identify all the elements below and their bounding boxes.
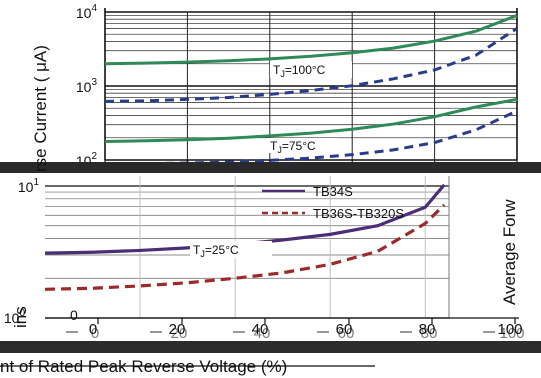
- ghost-overlay: rse Current ( μA) ins 0 Average Forw: [0, 45, 541, 328]
- bottom-series-line-2: [44, 203, 446, 291]
- bottom-x-tick-label-ghost: 20: [171, 325, 188, 342]
- bottom-x-tick-label-ghost: 100: [499, 325, 524, 342]
- right-axis-label-fragment: Average Forw: [500, 199, 519, 305]
- legend-label-tb36s: TB36S-TB320S: [313, 206, 404, 221]
- top-y-axis-label: rse Current ( μA): [31, 45, 50, 172]
- bottom-y-tick-label: 100: [4, 308, 26, 326]
- bottom-x-tick-label: 0: [89, 321, 97, 338]
- bottom-x-tick-label-ghost: 80: [421, 325, 438, 342]
- legend-label-tb34s: TB34S: [313, 184, 353, 199]
- crop-divider-band: [0, 162, 541, 173]
- tj-100-annotation: TJ=100°C: [273, 63, 326, 79]
- tj-25-annotation: TJ=25°C: [193, 243, 239, 259]
- left-tick-fragment: 0: [70, 307, 78, 323]
- top-series-line-1: [104, 13, 518, 66]
- bottom-x-tick-label: 40: [252, 321, 269, 338]
- top-annotation-bg: [270, 61, 352, 78]
- tj-75-annotation: TJ=75°C: [270, 139, 316, 155]
- bottom-x-tick-label: 60: [336, 321, 353, 338]
- bottom-x-tick-label: 100: [497, 321, 522, 338]
- bottom-x-tick-label-ghost: 0: [91, 325, 99, 342]
- top-series-line-3: [104, 97, 518, 143]
- bottom-x-tick-label-ghost: 40: [254, 325, 271, 342]
- bottom-x-tick-label-ghost: 60: [338, 325, 355, 342]
- bottom-annotation-bg: [190, 241, 272, 258]
- left-label-fragment: ins: [11, 306, 30, 328]
- top-annotation-bg: [268, 138, 338, 153]
- bottom-plot-area: 101 100 TJ=25°C TB34S TB36S-TB320S 0 20 40 60 80 1…: [0, 176, 541, 378]
- bottom-x-tick-label: 20: [169, 321, 186, 338]
- top-y-tick-label: 103: [76, 77, 98, 95]
- top-y-tick-label: 104: [76, 3, 98, 21]
- bottom-crop-band: [0, 341, 541, 355]
- bottom-y-tick-label: 101: [18, 177, 40, 195]
- bottom-x-tick-label: 80: [419, 321, 436, 338]
- top-series-line-2: [104, 27, 518, 103]
